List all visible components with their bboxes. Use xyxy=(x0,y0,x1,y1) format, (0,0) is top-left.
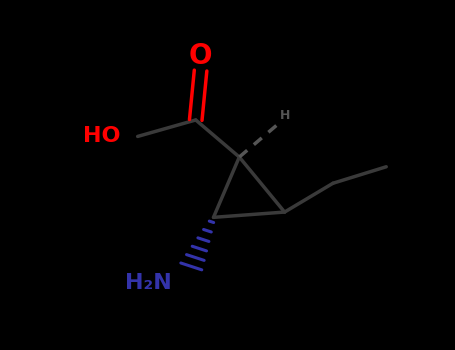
Text: H: H xyxy=(280,109,290,122)
Text: HO: HO xyxy=(83,126,120,146)
Text: H₂N: H₂N xyxy=(125,273,172,293)
Text: O: O xyxy=(189,42,212,70)
